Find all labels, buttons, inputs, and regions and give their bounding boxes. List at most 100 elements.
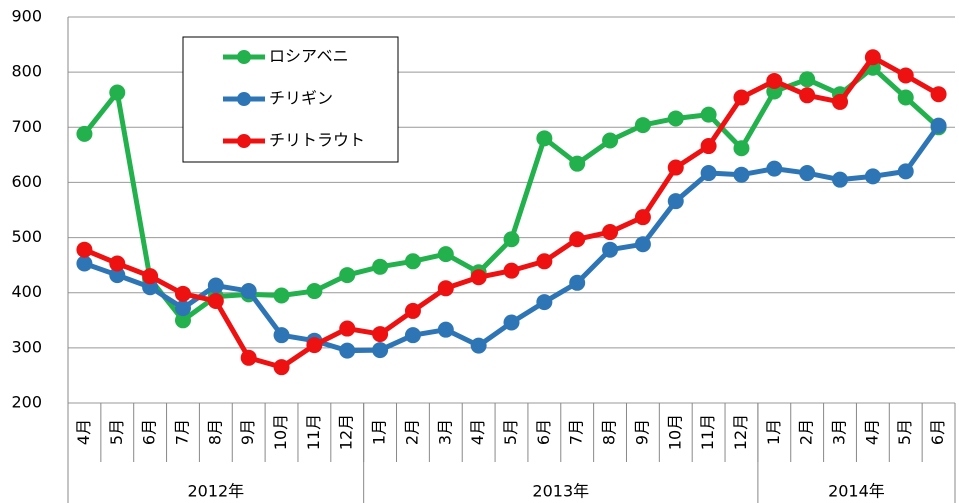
x-tick-label: 11月 — [304, 414, 323, 450]
x-tick-label: 9月 — [238, 419, 257, 445]
data-point — [437, 246, 454, 263]
data-point — [733, 140, 750, 157]
data-point — [536, 294, 553, 311]
data-point — [109, 84, 126, 101]
x-tick-label: 8月 — [600, 419, 619, 445]
y-tick-label: 400 — [11, 282, 42, 301]
x-tick-label: 1月 — [370, 419, 389, 445]
data-point — [306, 337, 323, 354]
data-point — [76, 241, 93, 258]
x-tick-label: 11月 — [698, 414, 717, 450]
data-point — [207, 292, 224, 309]
x-tick-label: 7月 — [172, 419, 191, 445]
data-point — [503, 262, 520, 279]
x-tick-label: 10月 — [271, 414, 290, 450]
x-tick-label: 2月 — [402, 419, 421, 445]
data-point — [536, 253, 553, 270]
data-point — [864, 49, 881, 66]
data-point — [897, 163, 914, 180]
data-point — [372, 326, 389, 343]
x-tick-label: 1月 — [764, 419, 783, 445]
x-tick-label: 9月 — [632, 419, 651, 445]
legend-label: チリトラウト — [269, 131, 365, 150]
data-point — [109, 255, 126, 272]
y-tick-label: 600 — [11, 172, 42, 191]
y-tick-label: 800 — [11, 62, 42, 81]
year-label: 2012年 — [187, 482, 244, 501]
data-point — [503, 231, 520, 248]
x-tick-label: 4月 — [862, 419, 881, 445]
y-tick-label: 700 — [11, 117, 42, 136]
x-tick-label: 5月 — [895, 419, 914, 445]
data-point — [766, 72, 783, 89]
data-point — [602, 132, 619, 149]
legend-marker — [237, 134, 251, 148]
data-point — [76, 125, 93, 142]
data-point — [667, 110, 684, 127]
data-point — [404, 327, 421, 344]
data-point — [667, 159, 684, 176]
data-point — [339, 267, 356, 284]
x-tick-label: 6月 — [140, 419, 159, 445]
x-tick-label: 5月 — [107, 419, 126, 445]
data-point — [404, 302, 421, 319]
data-point — [142, 279, 159, 296]
data-point — [799, 165, 816, 182]
x-tick-label: 4月 — [74, 419, 93, 445]
data-point — [700, 106, 717, 123]
data-point — [437, 321, 454, 338]
data-point — [930, 117, 947, 134]
x-tick-label: 12月 — [731, 414, 750, 450]
data-point — [700, 165, 717, 182]
data-point — [109, 267, 126, 284]
data-point — [339, 320, 356, 337]
data-point — [76, 255, 93, 272]
legend-box — [182, 36, 399, 163]
data-point — [207, 277, 224, 294]
data-point — [799, 87, 816, 104]
x-tick-label: 12月 — [337, 414, 356, 450]
legend-marker — [237, 50, 251, 64]
data-point — [404, 253, 421, 270]
legend-label: ロシアベニ — [269, 47, 349, 66]
data-point — [602, 241, 619, 258]
data-point — [372, 342, 389, 359]
data-point — [930, 86, 947, 103]
y-tick-label: 900 — [11, 7, 42, 26]
data-point — [569, 274, 586, 291]
data-point — [700, 138, 717, 155]
x-tick-label: 4月 — [468, 419, 487, 445]
data-point — [306, 283, 323, 300]
data-point — [634, 117, 651, 134]
data-point — [864, 168, 881, 185]
data-point — [832, 171, 849, 188]
data-point — [569, 231, 586, 248]
x-tick-label: 6月 — [928, 419, 947, 445]
x-tick-label: 2月 — [797, 419, 816, 445]
year-label: 2014年 — [828, 482, 885, 501]
y-tick-label: 200 — [11, 393, 42, 412]
data-point — [897, 67, 914, 84]
data-point — [503, 314, 520, 331]
legend-label: チリギン — [269, 89, 333, 108]
data-point — [733, 166, 750, 183]
data-point — [240, 349, 257, 366]
data-point — [470, 337, 487, 354]
data-point — [897, 89, 914, 106]
data-point — [174, 300, 191, 317]
data-point — [667, 193, 684, 210]
data-point — [634, 209, 651, 226]
x-tick-label: 7月 — [567, 419, 586, 445]
data-point — [339, 342, 356, 359]
x-tick-label: 10月 — [665, 414, 684, 450]
data-point — [240, 283, 257, 300]
data-point — [273, 359, 290, 376]
data-point — [832, 93, 849, 110]
data-point — [273, 287, 290, 304]
data-point — [799, 71, 816, 88]
x-tick-label: 3月 — [830, 419, 849, 445]
data-point — [174, 285, 191, 302]
data-point — [602, 224, 619, 241]
data-point — [174, 312, 191, 329]
x-tick-label: 8月 — [205, 419, 224, 445]
